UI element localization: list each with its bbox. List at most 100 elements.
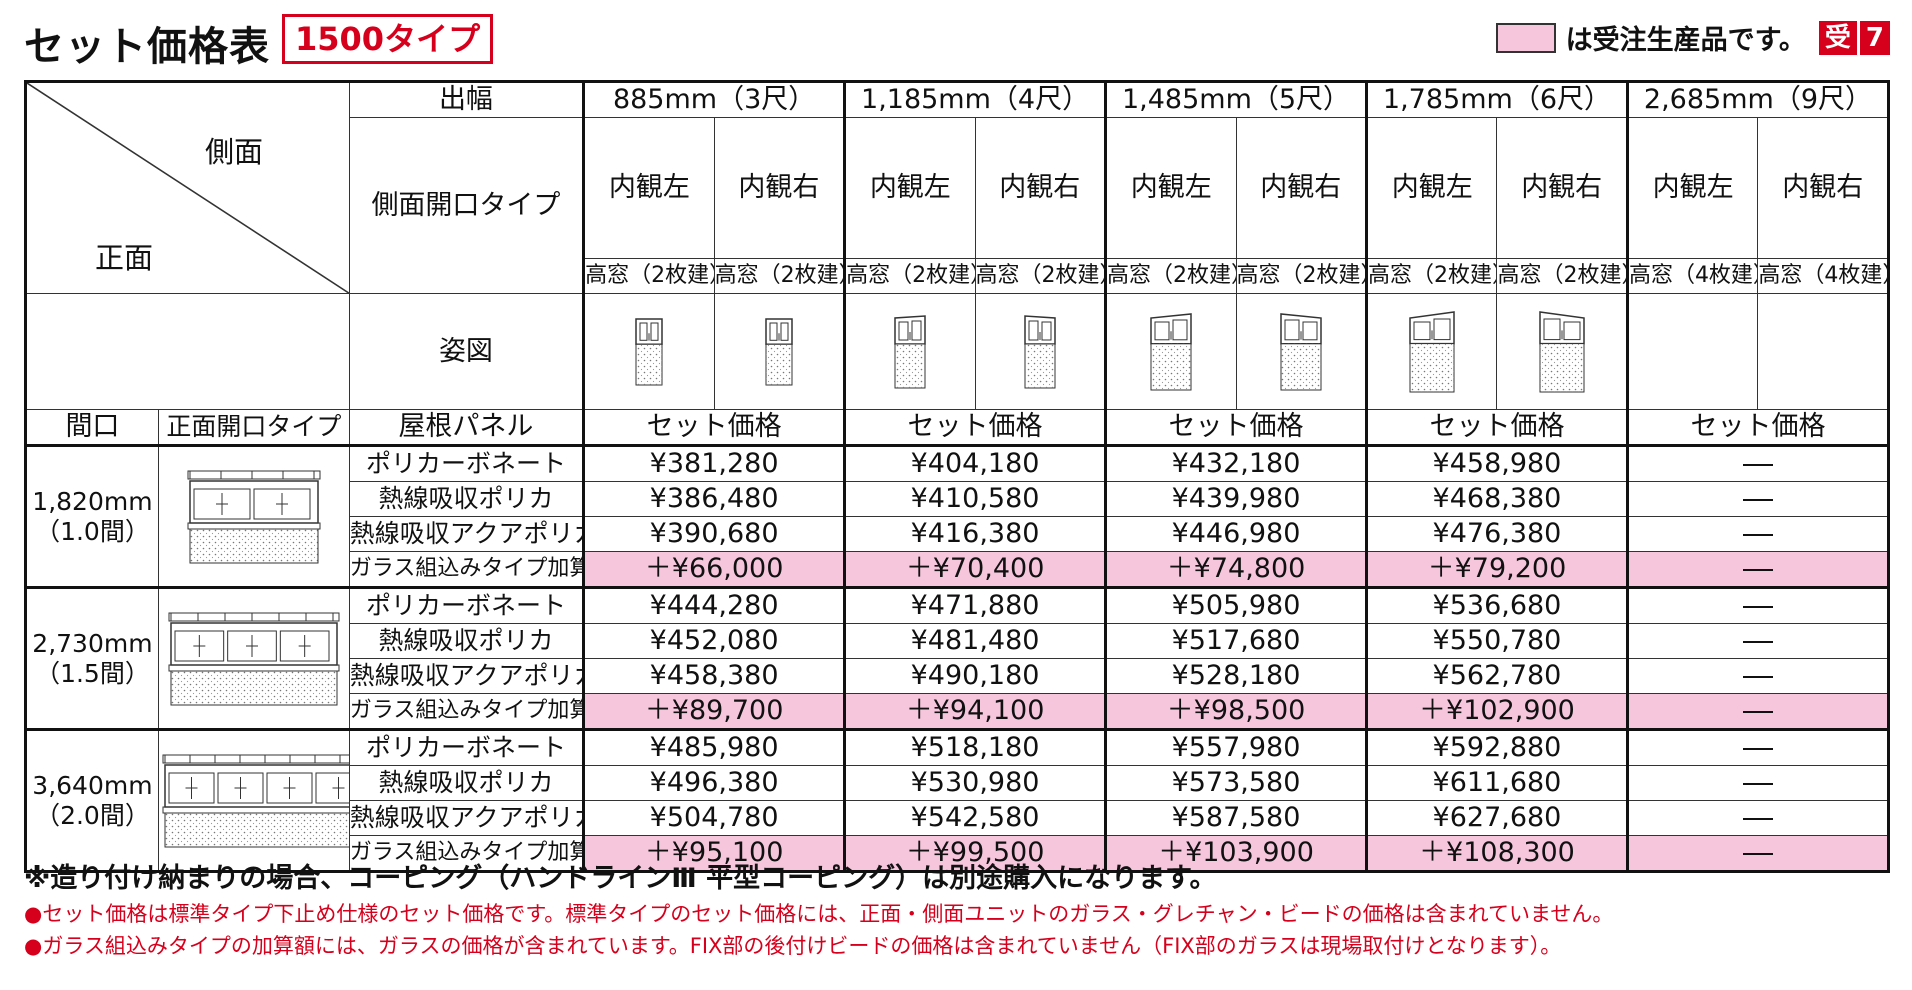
- table-row: 熱線吸収アクアポリカ ¥390,680 ¥416,380 ¥446,980 ¥476,3…: [26, 516, 1890, 552]
- set-price-header-4: セット価格: [1364, 409, 1628, 446]
- side-figure-3-0: [1364, 293, 1498, 410]
- window-type-6: 高窓（2枚建）: [1364, 258, 1498, 294]
- window-type-1: 高窓（2枚建）: [713, 258, 846, 294]
- roof-type: ポリカーボネート: [348, 586, 585, 624]
- price-cell-na: [1625, 623, 1890, 659]
- front-figure-2: [157, 728, 350, 872]
- price-cell: ¥481,480: [843, 623, 1107, 659]
- price-cell: ¥505,980: [1104, 586, 1367, 624]
- dash-mark: [1742, 747, 1773, 750]
- roof-type: ポリカーボネート: [348, 728, 585, 766]
- note-red-1: ●セット価格は標準タイプ下止め仕様のセット価格です。標準タイプのセット価格には、…: [24, 902, 1614, 926]
- price-cell: ¥587,580: [1104, 800, 1367, 836]
- legend-tag-a: 受: [1818, 20, 1857, 55]
- legend-tag-b: 7: [1859, 20, 1890, 55]
- roof-type: 熱線吸収アクアポリカ: [348, 658, 585, 694]
- price-cell-na: [1625, 444, 1890, 482]
- frontage-mm: 1,820mm: [32, 486, 153, 516]
- roof-type: 熱線吸収ポリカ: [348, 765, 585, 801]
- price-cell: ＋¥102,900: [1364, 693, 1628, 730]
- price-cell: ¥432,180: [1104, 444, 1367, 482]
- price-cell: ¥550,780: [1364, 623, 1628, 659]
- set-price-header-1: セット価格: [582, 409, 846, 446]
- price-cell: ＋¥74,800: [1104, 551, 1367, 588]
- side-figure-4-0: [1625, 293, 1759, 410]
- front-figure-1: [157, 586, 350, 730]
- dash-mark: [1742, 568, 1773, 571]
- dash-mark: [1742, 817, 1773, 820]
- price-cell: ＋¥70,400: [843, 551, 1107, 588]
- page-title: セット価格表: [24, 24, 270, 70]
- side-figure-1-1: [974, 293, 1107, 410]
- price-cell: ＋¥108,300: [1364, 835, 1628, 872]
- note-main: ※造り付け納まりの場合、コーピング（ハンドラインⅢ 平型コーピング）は別途購入に…: [24, 863, 1217, 894]
- type-badge: 1500タイプ: [282, 14, 494, 64]
- dash-mark: [1742, 852, 1773, 855]
- width-1185: 1,185mm（4尺）: [843, 81, 1107, 118]
- table-row: 熱線吸収ポリカ ¥386,480 ¥410,580 ¥439,980 ¥468,380: [26, 481, 1890, 517]
- dash-mark: [1742, 640, 1773, 643]
- frontage-ken: （2.0間）: [35, 800, 150, 830]
- roof-header: 屋根パネル: [348, 409, 585, 446]
- window-type-4: 高窓（2枚建）: [1104, 258, 1237, 294]
- set-price-header-5: セット価格: [1625, 409, 1890, 446]
- price-cell: ＋¥89,700: [582, 693, 846, 730]
- diagonal-header-cont: [25, 293, 350, 410]
- table-row: 1,820mm （1.0間） ポリカーボネート ¥381,280 ¥404,180 ¥4…: [25, 444, 1890, 588]
- frontage-mm: 2,730mm: [32, 628, 153, 658]
- window-type-2: 高窓（2枚建）: [843, 258, 976, 294]
- legend: は受注生産品です。 受 7: [1495, 18, 1890, 57]
- price-cell: ¥446,980: [1104, 516, 1367, 552]
- table-row: 2,730mm （1.5間） ポリカーボネート ¥444,280 ¥471,880 ¥5…: [25, 586, 1890, 730]
- front-figure-0: [157, 444, 350, 588]
- price-cell: ¥381,280: [582, 444, 846, 482]
- roof-type: 熱線吸収アクアポリカ: [348, 516, 585, 552]
- legend-tag: 受 7: [1816, 20, 1890, 55]
- price-cell: ¥518,180: [843, 728, 1107, 766]
- window-type-5: 高窓（2枚建）: [1235, 258, 1367, 294]
- inner-left-1: 内観左: [843, 117, 976, 259]
- dash-mark: [1742, 782, 1773, 785]
- price-cell: ¥458,980: [1364, 444, 1628, 482]
- price-cell: ＋¥95,100: [582, 835, 846, 872]
- price-cell: ＋¥103,900: [1104, 835, 1367, 872]
- side-figure-2-0: [1104, 293, 1237, 410]
- table-row: 熱線吸収ポリカ ¥496,380 ¥530,980 ¥573,580 ¥611,680: [26, 765, 1890, 801]
- price-cell-na: [1625, 516, 1890, 552]
- price-cell: ¥471,880: [843, 586, 1107, 624]
- table-row: ガラス組込みタイプ加算額＋¥66,000＋¥70,400＋¥74,800＋¥79…: [26, 551, 1890, 588]
- price-cell: ¥490,180: [843, 658, 1107, 694]
- price-cell: ¥530,980: [843, 765, 1107, 801]
- roof-type: 熱線吸収ポリカ: [348, 481, 585, 517]
- price-cell-na: [1625, 728, 1890, 766]
- roof-type: ガラス組込みタイプ加算額: [348, 835, 585, 872]
- frontage-ken: （1.0間）: [35, 516, 150, 546]
- dash-mark: [1742, 675, 1773, 678]
- set-price-header-3: セット価格: [1104, 409, 1367, 446]
- inner-right-2: 内観右: [1235, 117, 1367, 259]
- inner-left-3: 内観左: [1364, 117, 1498, 259]
- price-cell: ¥611,680: [1364, 765, 1628, 801]
- dash-mark: [1742, 605, 1773, 608]
- dash-mark: [1742, 498, 1773, 501]
- price-cell-na: [1625, 835, 1890, 872]
- side-figure-1-0: [843, 293, 976, 410]
- price-cell-na: [1625, 693, 1890, 730]
- price-cell: ¥404,180: [843, 444, 1107, 482]
- price-cell: ¥386,480: [582, 481, 846, 517]
- figure-label: 姿図: [348, 293, 585, 410]
- window-type-8: 高窓（4枚建）: [1625, 258, 1759, 294]
- window-type-0: 高窓（2枚建）: [582, 258, 715, 294]
- price-cell: ¥410,580: [843, 481, 1107, 517]
- roof-type: 熱線吸収ポリカ: [348, 623, 585, 659]
- set-price-header-2: セット価格: [843, 409, 1107, 446]
- side-open-label: 側面開口タイプ: [348, 117, 585, 294]
- price-cell: ¥504,780: [582, 800, 846, 836]
- price-cell: ¥468,380: [1364, 481, 1628, 517]
- price-cell: ＋¥99,500: [843, 835, 1107, 872]
- roof-type: ポリカーボネート: [348, 444, 585, 482]
- inner-right-1: 内観右: [974, 117, 1107, 259]
- table-row: 熱線吸収ポリカ ¥452,080 ¥481,480 ¥517,680 ¥550,780: [26, 623, 1890, 659]
- frontage-cell-0: 1,820mm （1.0間）: [25, 444, 159, 588]
- price-cell: ¥517,680: [1104, 623, 1367, 659]
